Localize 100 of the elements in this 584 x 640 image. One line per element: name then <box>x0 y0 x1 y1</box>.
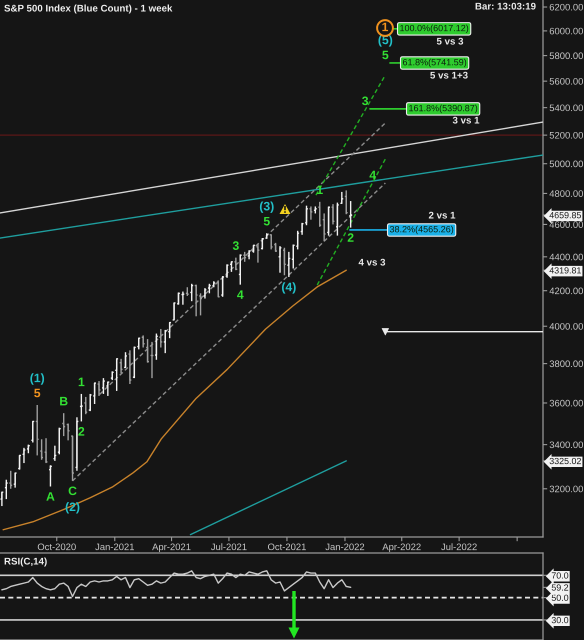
y-tick-label: 4000.00 <box>549 323 584 330</box>
y-tick-label: 30.0 <box>552 616 568 624</box>
annotation: 1 <box>382 22 388 32</box>
candlestick <box>344 190 348 215</box>
candlestick <box>74 416 80 472</box>
annotation: 4 <box>370 170 376 180</box>
candlestick <box>168 322 172 339</box>
annotation: 2 vs 1 <box>428 212 456 219</box>
candlestick <box>269 234 274 250</box>
ref-line-label: 38.2%(4565.26) <box>390 226 454 234</box>
annotation: 3 <box>362 96 368 106</box>
annotation: 3 vs 1 <box>452 116 480 124</box>
candlestick <box>118 358 124 374</box>
candlestick <box>242 251 247 262</box>
y-tick-label: 3800.00 <box>550 360 584 368</box>
y-tick-label: 5200.00 <box>550 132 584 139</box>
x-tick-label: Jul-2021 <box>210 543 247 550</box>
annotation: 5 <box>264 216 270 226</box>
candlestick <box>234 256 238 271</box>
candlestick <box>114 358 119 392</box>
candlestick <box>158 328 163 348</box>
y-tick-label: 4659.85 <box>549 212 582 218</box>
x-tick-label: Oct-2021 <box>268 544 306 550</box>
candlestick <box>8 470 13 490</box>
candlestick <box>44 438 48 464</box>
annotation: 4 <box>237 290 244 299</box>
candlestick <box>62 412 66 437</box>
candlestick <box>207 283 212 294</box>
y-tick-label: 3325.02 <box>550 458 581 464</box>
candlestick <box>52 444 57 462</box>
y-tick-label: 4800.00 <box>549 190 584 197</box>
candlestick <box>145 338 150 364</box>
annotation: 2 <box>78 427 84 436</box>
annotation: 3 <box>232 241 239 250</box>
y-tick-label: 5000.00 <box>550 160 584 168</box>
y-tick-label: 5800.00 <box>550 52 584 60</box>
candlestick <box>229 261 234 273</box>
candlestick <box>216 280 220 298</box>
candlestick <box>348 200 353 228</box>
annotation: 2 <box>348 233 354 242</box>
annotation: 5 <box>382 50 388 60</box>
candlestick <box>260 237 264 250</box>
candlestick <box>256 242 260 264</box>
candlestick <box>57 426 62 456</box>
candlestick <box>40 438 44 460</box>
annotation: A <box>46 492 55 501</box>
annotation: 5 <box>34 388 40 398</box>
y-tick-label: 4400.00 <box>549 254 584 260</box>
candlestick <box>30 420 35 444</box>
candlestick <box>340 191 344 204</box>
candlestick <box>106 381 110 397</box>
annotation: 5 vs 1+3 <box>430 72 468 79</box>
x-tick-label: Jan-2022 <box>325 544 364 550</box>
candlestick <box>123 351 128 368</box>
candlestick <box>136 337 141 350</box>
candlestick <box>282 247 287 276</box>
y-tick-label: 3200.00 <box>550 486 584 492</box>
y-tick-label: 59.2 <box>552 584 568 591</box>
line-series <box>2 270 347 530</box>
y-tick-label: 4200.00 <box>549 288 584 294</box>
annotation: (4) <box>282 282 296 294</box>
candlestick <box>335 202 340 236</box>
x-tick-label: Jan-2021 <box>95 544 134 550</box>
candlestick <box>308 206 314 220</box>
candlestick <box>101 377 106 395</box>
annotation: 1 <box>78 378 84 386</box>
x-tick-label: Apr-2022 <box>382 544 421 552</box>
candlestick <box>150 341 154 379</box>
candlestick <box>326 206 331 236</box>
y-tick-label: 5600.00 <box>550 78 584 85</box>
annotation: (3) <box>260 202 274 213</box>
annotation: 4 vs 3 <box>358 258 386 266</box>
candlestick <box>48 464 53 488</box>
chart-title: S&P 500 Index (Blue Count) - 1 week <box>4 4 172 14</box>
annotation: C <box>68 486 77 496</box>
candlestick <box>194 284 198 317</box>
candlestick <box>0 492 4 507</box>
y-tick-label: 3600.00 <box>550 400 584 406</box>
annotation: 5 vs 3 <box>436 38 464 45</box>
y-tick-label: 4319.81 <box>549 267 581 274</box>
y-tick-label: 6200.00 <box>550 4 584 11</box>
y-tick-label: 5400.00 <box>550 104 584 112</box>
candlestick <box>238 254 242 286</box>
candlestick <box>84 396 88 415</box>
candlestick <box>70 435 75 482</box>
annotation: (1) <box>30 373 44 385</box>
y-tick-label: 70.0 <box>552 572 568 579</box>
candlestick <box>154 332 159 360</box>
x-tick-label: Apr-2021 <box>152 544 191 552</box>
annotation: Bar: 13:03:19 <box>476 2 536 10</box>
y-tick-label: 6000.00 <box>550 28 584 34</box>
candlestick <box>190 283 194 302</box>
x-tick-label: Oct-2020 <box>38 544 76 550</box>
candlestick <box>141 334 146 348</box>
ref-line-label: 100.0%(6017.12) <box>400 24 468 34</box>
candlestick <box>132 346 136 379</box>
candlestick <box>13 472 18 488</box>
y-tick-label: 50.0 <box>552 594 568 601</box>
y-tick-label: 4600.00 <box>549 221 584 228</box>
candlestick <box>4 479 8 500</box>
